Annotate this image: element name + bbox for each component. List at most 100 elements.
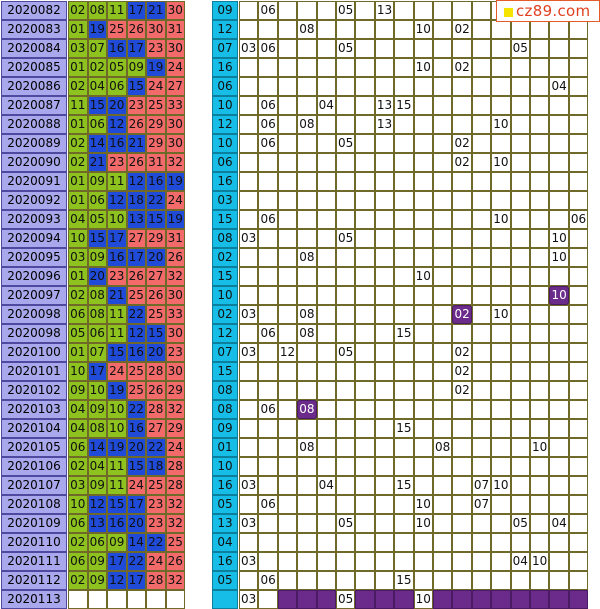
red-ball-cell: 09	[126, 58, 146, 77]
omission-number: 03	[239, 229, 259, 248]
red-ball-cell: 09	[87, 476, 107, 495]
omission-cell	[510, 495, 530, 514]
omission-cell	[433, 552, 453, 571]
omission-cell	[374, 362, 395, 381]
red-ball-cell: 10	[87, 381, 107, 400]
omission-cell	[549, 20, 569, 39]
omission-cell	[316, 343, 336, 362]
omission-cell	[374, 229, 395, 248]
period-cell: 2020102	[1, 381, 67, 400]
omission-cell	[549, 153, 569, 172]
red-ball-cell: 20	[126, 514, 146, 533]
omission-cell	[433, 571, 453, 590]
red-ball-cell: 27	[146, 267, 166, 286]
omission-number: 10	[413, 267, 433, 286]
red-ball-cell: 31	[165, 229, 185, 248]
red-ball-cell: 09	[68, 381, 88, 400]
omission-cell	[530, 400, 550, 419]
omission-cell	[355, 552, 375, 571]
omission-cell	[239, 324, 259, 343]
blue-ball-cell: 12	[212, 324, 238, 343]
red-ball-cell: 23	[107, 153, 127, 172]
period-cell: 2020088	[1, 115, 67, 134]
omission-cell	[316, 590, 336, 609]
omission-cell	[530, 362, 550, 381]
red-ball-cell: 08	[87, 419, 107, 438]
omission-cell	[413, 1, 433, 20]
omission-cell	[413, 457, 433, 476]
omission-cell	[530, 495, 550, 514]
omission-cell	[316, 115, 336, 134]
red-ball-cell: 12	[107, 571, 127, 590]
red-ball-cell: 08	[87, 286, 107, 305]
omission-cell	[355, 248, 375, 267]
omission-cell	[374, 286, 395, 305]
red-ball-cell: 14	[87, 134, 107, 153]
omission-cell	[433, 77, 453, 96]
omission-cell	[549, 495, 569, 514]
omission-cell	[336, 210, 356, 229]
omission-number: 15	[394, 324, 414, 343]
red-ball-cell: 15	[87, 229, 107, 248]
omission-cell	[433, 495, 453, 514]
omission-cell	[471, 210, 492, 229]
omission-cell	[316, 153, 336, 172]
red-ball-cell: 30	[146, 20, 166, 39]
omission-cell	[433, 590, 453, 609]
omission-cell	[510, 381, 530, 400]
omission-cell	[336, 191, 356, 210]
red-ball-cell: 25	[165, 533, 185, 552]
blue-ball-cell: 08	[212, 400, 238, 419]
red-ball-cell: 09	[87, 400, 107, 419]
omission-cell	[471, 267, 492, 286]
omission-cell	[316, 305, 336, 324]
omission-cell	[374, 77, 395, 96]
omission-cell	[471, 381, 492, 400]
omission-cell	[491, 457, 511, 476]
red-ball-cell: 22	[146, 438, 166, 457]
omission-cell	[568, 229, 589, 248]
omission-cell	[394, 305, 414, 324]
site-logo[interactable]: cz89.com	[496, 0, 600, 22]
period-cell: 2020112	[1, 571, 67, 590]
omission-cell	[394, 362, 414, 381]
red-ball-cell: 09	[87, 552, 107, 571]
omission-number: 07	[471, 495, 492, 514]
omission-number: 03	[239, 552, 259, 571]
omission-number: 02	[452, 343, 472, 362]
omission-cell	[374, 495, 395, 514]
omission-cell	[258, 58, 278, 77]
omission-cell	[239, 210, 259, 229]
omission-cell	[394, 286, 414, 305]
red-ball-cell: 18	[146, 457, 166, 476]
red-ball-cell: 20	[107, 96, 127, 115]
red-ball-cell: 29	[146, 229, 166, 248]
omission-cell	[433, 39, 453, 58]
blue-ball-cell: 16	[212, 172, 238, 191]
red-ball-cell: 14	[126, 533, 146, 552]
red-ball-cell: 33	[165, 305, 185, 324]
omission-number: 06	[258, 324, 278, 343]
omission-cell	[316, 229, 336, 248]
omission-number: 13	[374, 115, 395, 134]
omission-cell	[491, 172, 511, 191]
omission-cell	[336, 96, 356, 115]
red-ball-cell: 29	[165, 381, 185, 400]
red-ball-cell: 05	[68, 324, 88, 343]
omission-cell	[568, 77, 589, 96]
omission-cell	[530, 210, 550, 229]
omission-cell	[239, 96, 259, 115]
red-ball-cell: 04	[68, 400, 88, 419]
omission-cell	[549, 267, 569, 286]
red-ball-cell: 22	[126, 305, 146, 324]
omission-cell	[510, 362, 530, 381]
red-ball-cell: 03	[68, 248, 88, 267]
omission-cell	[452, 476, 472, 495]
omission-number: 02	[452, 58, 472, 77]
omission-cell	[374, 381, 395, 400]
omission-cell	[568, 267, 589, 286]
red-ball-cell: 22	[126, 400, 146, 419]
red-ball-cell: 01	[68, 115, 88, 134]
omission-cell	[452, 324, 472, 343]
